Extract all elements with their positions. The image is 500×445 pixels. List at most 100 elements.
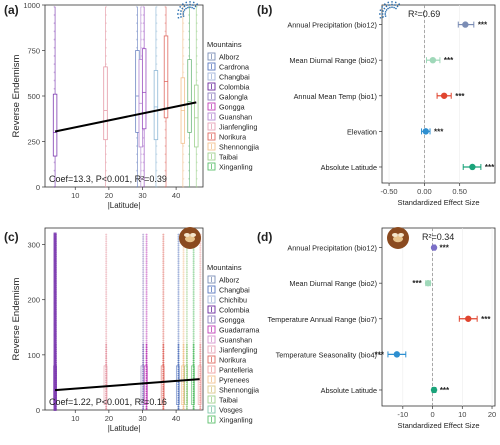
data-point <box>199 363 202 366</box>
data-point <box>185 262 188 265</box>
data-point <box>53 369 57 372</box>
data-point <box>142 251 145 254</box>
x-tick-label: 10 <box>458 410 466 419</box>
data-point <box>199 348 202 351</box>
plot-area <box>381 4 496 184</box>
data-point <box>142 299 145 302</box>
data-point <box>142 405 145 408</box>
bee-icon-wing <box>392 233 398 237</box>
data-point <box>185 317 188 320</box>
data-point <box>162 321 165 324</box>
data-point <box>53 299 57 302</box>
data-point <box>185 330 188 333</box>
data-point <box>177 257 180 260</box>
data-point <box>105 284 108 287</box>
data-point <box>105 288 108 291</box>
data-point <box>182 275 185 278</box>
data-point <box>185 310 188 313</box>
data-point <box>185 308 188 311</box>
legend-label: Colombia <box>219 83 249 92</box>
data-point <box>105 361 108 364</box>
legend-label: Pyrenees <box>219 376 250 385</box>
data-point <box>142 240 145 243</box>
significance-stars: *** <box>440 244 450 253</box>
data-point <box>53 331 57 334</box>
legend-label: Alborz <box>219 53 240 62</box>
data-point <box>177 238 180 241</box>
data-point <box>53 243 57 246</box>
data-point <box>182 304 185 307</box>
data-point <box>53 277 57 280</box>
data-point <box>185 260 188 263</box>
data-point <box>182 374 185 377</box>
data-point <box>177 396 180 399</box>
data-point <box>53 252 57 255</box>
box-body <box>140 365 145 405</box>
data-point <box>199 260 202 263</box>
legend-label: Gongga <box>219 316 245 325</box>
data-point <box>182 282 185 285</box>
predictor-label: Temperature Annual Range (bio7) <box>267 315 377 324</box>
data-point <box>177 372 180 375</box>
data-point <box>53 322 57 325</box>
data-point <box>177 242 180 245</box>
effect-point <box>430 386 438 394</box>
data-point <box>162 399 165 402</box>
data-point <box>177 401 180 404</box>
data-point <box>192 335 195 338</box>
data-point <box>185 279 188 282</box>
data-point <box>182 361 185 364</box>
data-point <box>185 284 188 287</box>
data-point <box>105 277 108 280</box>
data-point <box>53 279 57 282</box>
data-point <box>142 290 145 293</box>
data-point <box>142 359 145 362</box>
data-point <box>185 286 188 289</box>
data-point <box>185 282 188 285</box>
data-point <box>192 324 195 327</box>
data-point <box>185 304 188 307</box>
data-point <box>177 290 180 293</box>
bee-icon <box>387 227 409 249</box>
data-point <box>177 293 180 296</box>
data-point <box>53 255 57 258</box>
data-point <box>53 288 57 291</box>
data-point <box>105 290 108 293</box>
data-point <box>53 254 57 257</box>
data-point <box>177 275 180 278</box>
data-point <box>162 335 165 338</box>
data-point <box>192 363 195 366</box>
data-point <box>162 277 165 280</box>
data-point <box>192 282 195 285</box>
data-point <box>53 247 57 250</box>
significance-stars: *** <box>485 163 495 172</box>
data-point <box>177 235 180 238</box>
data-point <box>192 348 195 351</box>
data-point <box>53 390 57 393</box>
data-point <box>199 317 202 320</box>
data-point <box>182 255 185 258</box>
data-point <box>105 255 108 258</box>
data-point <box>182 326 185 329</box>
legend-label: Shennongjia <box>219 143 259 152</box>
data-point <box>162 244 165 247</box>
data-point <box>53 283 57 286</box>
predictor-label: Absolute Latitude <box>321 386 377 395</box>
data-point <box>53 308 57 311</box>
data-point <box>145 240 148 243</box>
data-point <box>185 313 188 316</box>
data-point <box>142 284 145 287</box>
bee-icon-wing <box>398 233 404 237</box>
legend-label: Changbai <box>219 73 250 82</box>
data-point <box>182 388 185 391</box>
data-point <box>142 339 145 342</box>
data-point <box>185 302 188 305</box>
data-point <box>177 339 180 342</box>
data-point <box>162 326 165 329</box>
legend-label: Shennongjia <box>219 386 259 395</box>
data-point <box>177 249 180 252</box>
data-point <box>162 268 165 271</box>
data-point <box>192 330 195 333</box>
data-point <box>182 346 185 349</box>
data-point <box>182 359 185 362</box>
